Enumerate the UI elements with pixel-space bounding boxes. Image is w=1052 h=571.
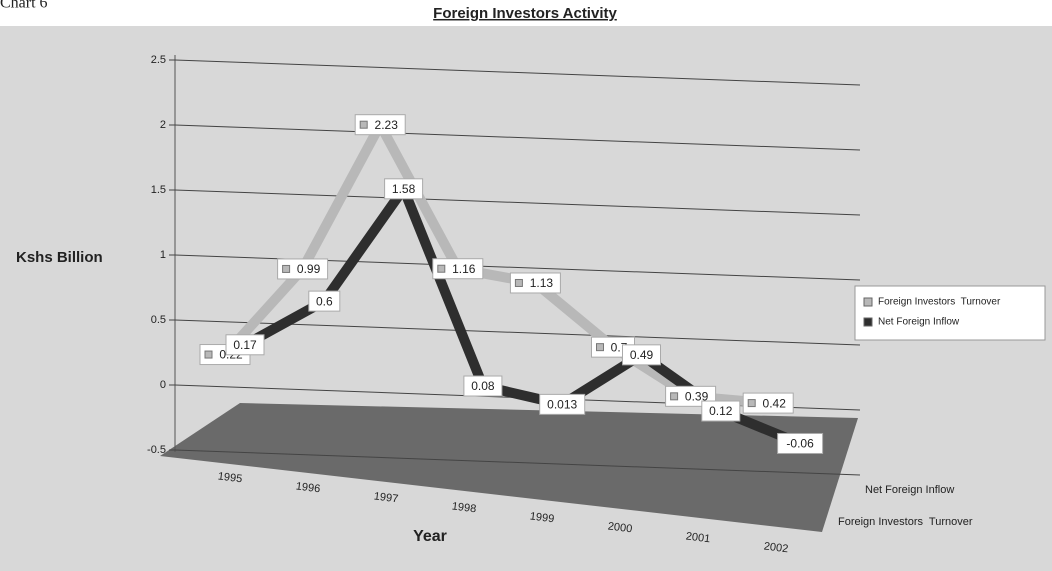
y-tick-label: -0.5 xyxy=(147,444,166,456)
value-label: 0.12 xyxy=(709,404,733,418)
value-label-box xyxy=(463,375,503,397)
floor xyxy=(160,403,858,532)
value-label: 0.08 xyxy=(471,379,495,393)
value-label-box xyxy=(384,178,424,200)
value-label: 1.58 xyxy=(392,182,416,196)
value-label-swatch xyxy=(437,264,446,273)
value-label-box xyxy=(225,334,265,356)
y-tick-label: 1 xyxy=(160,249,166,261)
x-tick-label: 1997 xyxy=(373,490,399,505)
chart-title: Foreign Investors Activity xyxy=(433,5,617,22)
value-label-swatch xyxy=(747,399,756,408)
y-tick-label: 0.5 xyxy=(151,314,166,326)
value-label: 0.6 xyxy=(316,294,333,308)
x-tick-label: 2002 xyxy=(763,540,789,555)
value-label-box xyxy=(539,393,586,415)
value-label: 2.23 xyxy=(375,118,399,132)
x-tick-label: 1999 xyxy=(529,510,555,525)
y-tick-label: 0 xyxy=(160,379,166,391)
y-axis-label: Kshs Billion xyxy=(16,249,103,266)
value-label-box xyxy=(701,400,741,422)
grid-line xyxy=(174,59,861,86)
legend-label: Net Foreign Inflow xyxy=(878,317,960,328)
value-label-swatch xyxy=(359,120,368,129)
value-label: 0.49 xyxy=(630,348,654,362)
legend-label: Foreign Investors Turnover xyxy=(878,297,1001,308)
legend xyxy=(854,285,1046,341)
legend-swatch xyxy=(863,317,873,327)
value-label-box xyxy=(432,258,484,280)
value-label-box xyxy=(777,432,824,454)
x-axis-label: Year xyxy=(413,528,447,545)
grid-line xyxy=(174,189,861,216)
x-tick-label: 1996 xyxy=(295,480,321,495)
x-tick-label: 2001 xyxy=(685,530,711,545)
value-label: 0.99 xyxy=(297,262,321,276)
value-label-swatch xyxy=(596,343,604,352)
value-label: 0.42 xyxy=(763,396,787,410)
value-label-swatch xyxy=(514,278,523,287)
value-label: 0.17 xyxy=(233,338,257,352)
value-label-box xyxy=(308,290,341,312)
grid-line xyxy=(174,124,861,151)
legend-swatch xyxy=(863,297,873,307)
x-tick-label: 1995 xyxy=(217,470,243,485)
value-label-box xyxy=(622,344,661,366)
y-tick-label: 2 xyxy=(160,119,166,131)
y-tick-label: 1.5 xyxy=(151,184,166,196)
value-label-box xyxy=(277,258,329,280)
grid-line xyxy=(174,449,861,476)
x-tick-label: 2000 xyxy=(607,520,633,535)
value-label: 1.16 xyxy=(452,262,476,276)
depth-label: Net Foreign Inflow xyxy=(865,484,954,496)
value-label: -0.06 xyxy=(786,437,814,451)
value-label-swatch xyxy=(670,392,679,401)
value-label-box xyxy=(354,114,406,136)
depth-label: Foreign Investors Turnover xyxy=(838,516,973,528)
value-label: 0.39 xyxy=(685,389,709,403)
value-label-swatch xyxy=(282,264,291,273)
value-label-box xyxy=(509,272,561,294)
y-tick-label: 2.5 xyxy=(151,54,166,66)
value-label-box xyxy=(742,392,794,414)
x-tick-label: 1998 xyxy=(451,500,477,515)
corner-text: Chart 6 xyxy=(0,0,48,12)
value-label-swatch xyxy=(204,350,213,359)
value-label: 0.013 xyxy=(547,398,577,412)
value-label: 1.13 xyxy=(530,276,554,290)
